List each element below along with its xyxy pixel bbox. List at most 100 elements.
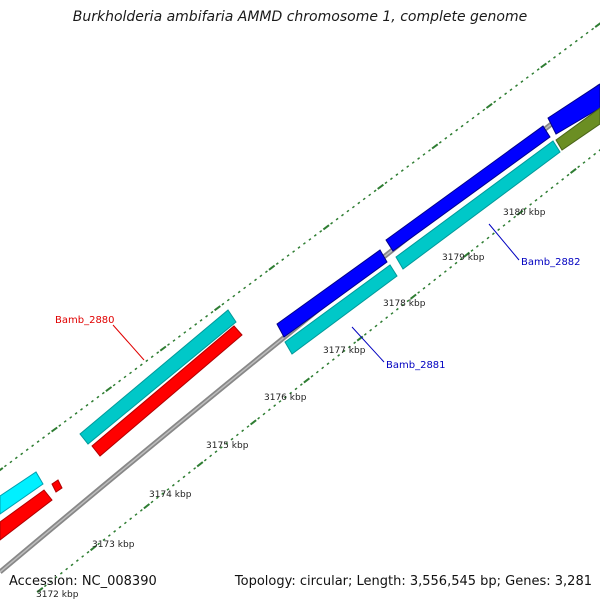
outer-tick-minor — [400, 169, 404, 172]
inner-tick-minor — [587, 157, 591, 160]
inner-tick-minor — [422, 286, 426, 290]
inner-tick-minor — [315, 370, 319, 374]
cds-bamb-2881[interactable] — [276, 249, 388, 338]
outer-tick-major — [540, 62, 547, 69]
cds-right-edge-blue[interactable] — [547, 83, 600, 135]
inner-tick-major — [463, 251, 471, 258]
outer-tick-minor — [118, 379, 122, 383]
inner-tick-minor — [513, 215, 517, 219]
inner-tick-minor — [203, 458, 207, 462]
outer-tick-minor — [389, 177, 393, 181]
inner-tick-minor — [331, 358, 335, 361]
inner-tick-minor — [529, 203, 533, 206]
outer-tick-major — [322, 224, 330, 231]
outer-tick-marks — [0, 22, 600, 472]
outer-tick-major — [485, 103, 493, 109]
accession-text: Accession: NC_008390 — [9, 574, 157, 589]
inner-tick-major — [249, 419, 257, 426]
inner-tick-minor — [321, 366, 325, 370]
inner-tick-minor — [417, 291, 421, 294]
outer-tick-minor — [275, 262, 279, 265]
outer-tick-minor — [123, 375, 127, 379]
kbp-label-3180: 3180 kbp — [503, 208, 546, 218]
inner-tick-minor — [241, 429, 245, 433]
outer-tick-minor — [167, 343, 170, 346]
outer-tick-minor — [134, 367, 138, 371]
outer-tick-minor — [438, 141, 442, 144]
outer-tick-minor — [406, 165, 410, 168]
inner-tick-minor — [534, 198, 538, 202]
outer-tick-minor — [362, 197, 366, 201]
inner-tick-minor — [177, 479, 181, 483]
outer-tick-minor — [302, 242, 306, 245]
outer-tick-minor — [69, 416, 73, 419]
inner-tick-minor — [577, 165, 581, 169]
inner-tick-minor — [123, 521, 127, 525]
outer-tick-minor — [145, 359, 149, 363]
cds-bamb-2882[interactable] — [385, 125, 551, 252]
feature-right-edge-olive[interactable] — [555, 107, 600, 151]
outer-tick-minor — [297, 246, 301, 249]
inner-tick-minor — [214, 450, 218, 454]
outer-tick-minor — [232, 294, 236, 298]
inner-tick-minor — [283, 395, 287, 399]
outer-tick-major — [105, 386, 113, 393]
outer-tick-minor — [574, 39, 578, 43]
kbp-label-3174: 3174 kbp — [149, 490, 192, 500]
inner-tick-minor — [166, 488, 170, 491]
inner-tick-minor — [454, 261, 458, 265]
outer-tick-minor — [422, 153, 426, 156]
outer-tick-minor — [205, 314, 209, 318]
outer-tick-minor — [585, 31, 589, 35]
inner-tick-minor — [353, 341, 357, 345]
inner-tick-major — [196, 461, 204, 468]
inner-tick-major — [89, 545, 97, 552]
cds-bamb-2880[interactable] — [91, 325, 243, 457]
inner-tick-minor — [113, 530, 117, 533]
inner-tick-minor — [75, 559, 79, 562]
kbp-label-3173: 3173 kbp — [92, 540, 135, 550]
outer-tick-minor — [444, 136, 448, 140]
outer-tick-minor — [580, 35, 584, 39]
inner-tick-minor — [369, 328, 373, 332]
label-bamb-2882[interactable]: Bamb_2882 — [521, 257, 581, 268]
inner-tick-minor — [310, 374, 314, 378]
outer-tick-minor — [411, 161, 415, 164]
inner-tick-minor — [481, 240, 485, 244]
inner-tick-minor — [523, 207, 527, 210]
cds-left-small-red[interactable] — [51, 479, 63, 493]
gene-bamb-2880-outer[interactable] — [79, 309, 237, 445]
kbp-label-3177: 3177 kbp — [323, 346, 366, 356]
inner-tick-minor — [507, 219, 511, 223]
inner-tick-major — [409, 293, 417, 300]
inner-tick-major — [36, 587, 44, 593]
outer-tick-minor — [591, 27, 595, 31]
outer-tick-major — [268, 264, 276, 271]
label-bamb-2881[interactable]: Bamb_2881 — [386, 360, 446, 371]
inner-tick-minor — [566, 173, 570, 177]
inner-tick-minor — [433, 278, 437, 282]
label-bamb-2880[interactable]: Bamb_2880 — [55, 315, 115, 326]
outer-tick-major — [51, 426, 58, 433]
inner-tick-minor — [107, 534, 111, 537]
inner-tick-minor — [193, 467, 197, 470]
gene-left-edge-cyan[interactable] — [0, 471, 44, 515]
outer-tick-minor — [384, 181, 388, 185]
outer-tick-minor — [308, 238, 312, 241]
outer-tick-minor — [42, 436, 45, 439]
cds-left-edge-red[interactable] — [0, 489, 53, 541]
gene-bamb-2882[interactable] — [395, 140, 561, 270]
leader-bamb-2882 — [488, 223, 520, 261]
inner-tick-minor — [342, 349, 346, 353]
outer-tick-minor — [482, 108, 486, 112]
outer-tick-minor — [319, 230, 323, 233]
inner-tick-minor — [289, 391, 293, 395]
inner-tick-minor — [161, 492, 165, 495]
outer-tick-minor — [292, 250, 296, 253]
outer-tick-minor — [286, 254, 290, 257]
inner-tick-minor — [43, 584, 47, 588]
gene-bamb-2881[interactable] — [284, 264, 398, 355]
inner-tick-minor — [337, 354, 341, 357]
outer-tick-minor — [150, 355, 154, 359]
inner-tick-minor — [225, 442, 229, 445]
